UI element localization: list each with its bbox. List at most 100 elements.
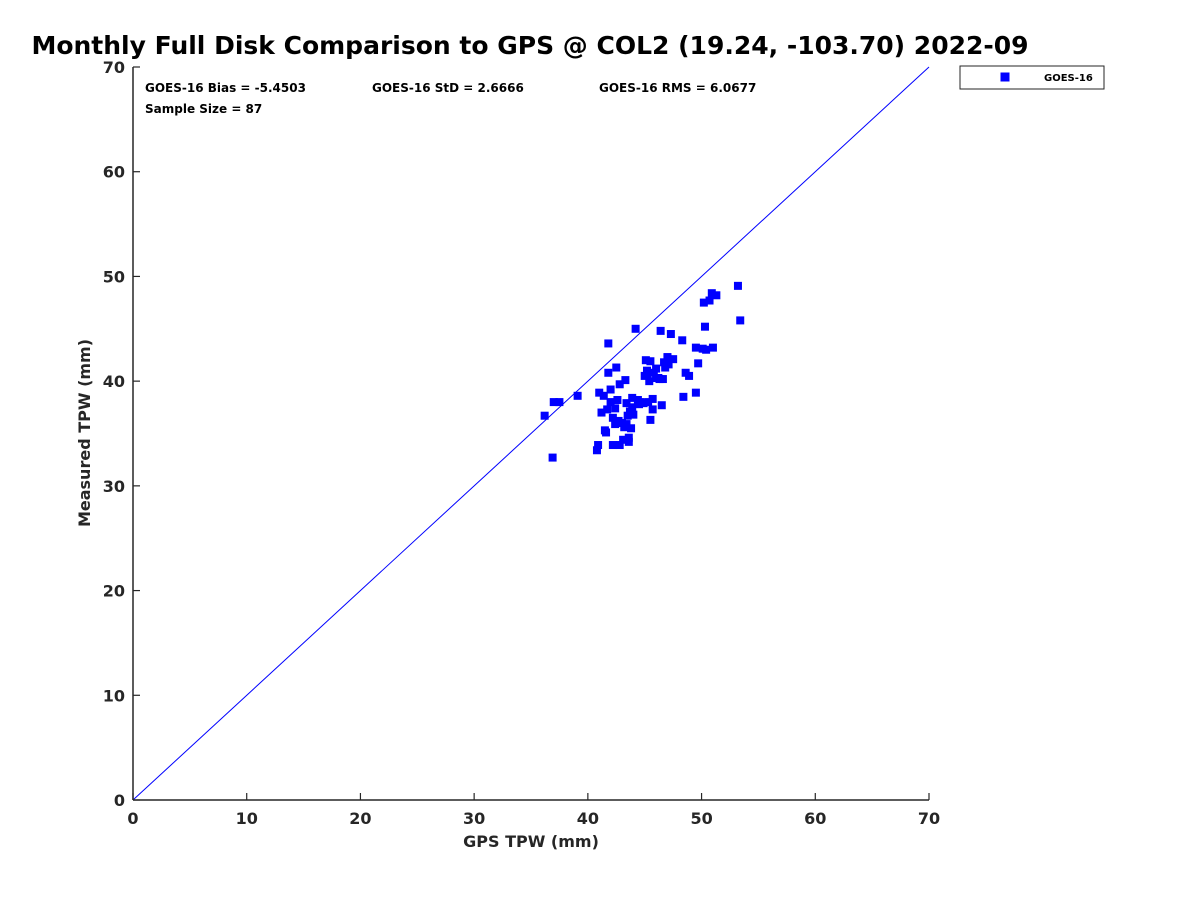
y-tick-label: 30 [103,477,125,496]
data-point [678,336,687,345]
data-point [691,388,700,397]
data-point [604,368,613,377]
data-point [708,343,717,352]
rms-annotation: GOES-16 RMS = 6.0677 [599,81,756,95]
data-point [613,395,622,404]
data-point [648,405,657,414]
data-point [648,394,657,403]
data-point [624,433,633,442]
data-point [615,441,624,450]
x-axis-label: GPS TPW (mm) [463,832,599,851]
data-point [595,388,604,397]
data-point [617,419,626,428]
data-point [636,398,645,407]
y-tick-label: 50 [103,267,125,286]
std-annotation: GOES-16 StD = 2.6666 [372,81,524,95]
data-point [666,330,675,339]
legend: GOES-16 [959,65,1105,90]
data-point [691,343,700,352]
data-point [622,399,631,408]
data-point [685,371,694,380]
data-point [623,411,632,420]
data-point [615,380,624,389]
x-tick-label: 70 [918,809,940,828]
data-point [628,393,637,402]
data-point [627,424,636,433]
data-point [644,398,653,407]
scatter-points [540,281,745,462]
data-point [573,391,582,400]
data-point [548,453,557,462]
reference-line [132,66,930,801]
y-tick-label: 20 [103,582,125,601]
data-point [699,298,708,307]
data-point [658,375,667,384]
data-point [597,408,606,417]
data-point [712,291,721,300]
data-point [608,441,617,450]
data-point [603,405,612,414]
data-point [608,413,617,422]
data-point [594,441,603,450]
legend-label: GOES-16 [1044,73,1093,84]
reference-line-layer [132,66,930,801]
data-point [629,410,638,419]
x-tick-label: 0 [127,809,138,828]
data-point [624,437,633,446]
data-point [612,363,621,372]
data-point [649,368,658,377]
bias-annotation: GOES-16 Bias = -5.4503 [145,81,306,95]
data-point [604,339,613,348]
legend-marker [1000,72,1010,82]
x-tick-label: 40 [577,809,599,828]
data-point [631,324,640,333]
x-tick-label: 10 [236,809,258,828]
x-tick-label: 30 [463,809,485,828]
data-point [656,326,665,335]
x-tick-label: 60 [804,809,826,828]
data-point [600,426,609,435]
data-point [664,360,673,369]
data-point [700,322,709,331]
data-point [549,398,558,407]
data-point [621,376,630,385]
data-point [733,281,742,290]
data-point [646,415,655,424]
data-point [705,296,714,305]
data-point [628,403,637,412]
data-point [694,359,703,368]
data-point [599,391,608,400]
sample-size-annotation: Sample Size = 87 [145,102,262,116]
y-tick-label: 60 [103,163,125,182]
data-point [606,385,615,394]
data-point [646,357,655,366]
data-point [540,411,549,420]
y-tick-label: 10 [103,686,125,705]
x-axis-ticks: 0 10 20 30 40 50 60 70 [127,793,940,828]
legend-box [959,65,1105,90]
data-point [663,353,672,362]
data-point [592,446,601,455]
x-tick-label: 20 [349,809,371,828]
data-point [679,392,688,401]
data-point [702,345,711,354]
data-point [654,374,663,383]
data-point [622,420,631,429]
y-tick-label: 70 [103,58,125,77]
data-point [611,404,620,413]
data-point [642,369,651,378]
data-point [736,316,745,325]
y-tick-label: 40 [103,372,125,391]
x-tick-label: 50 [690,809,712,828]
data-point [660,358,669,367]
chart-title: Monthly Full Disk Comparison to GPS @ CO… [31,31,1028,60]
data-point [645,377,654,386]
data-point [619,435,628,444]
data-point [555,398,564,407]
data-point [707,289,716,298]
data-point [669,355,678,364]
y-axis-label: Measured TPW (mm) [75,339,94,527]
data-point [606,398,615,407]
data-point [652,364,661,373]
